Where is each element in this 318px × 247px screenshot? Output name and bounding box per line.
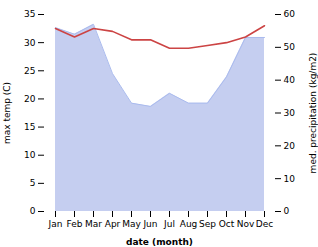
svg-text:10: 10	[284, 174, 296, 184]
svg-text:med. precipitation (kg/m2): med. precipitation (kg/m2)	[308, 53, 318, 174]
svg-text:20: 20	[284, 141, 296, 151]
svg-text:Jun: Jun	[142, 219, 157, 229]
svg-text:50: 50	[284, 42, 296, 52]
svg-text:20: 20	[24, 94, 36, 104]
svg-text:Apr: Apr	[105, 219, 121, 229]
svg-text:Mar: Mar	[85, 219, 102, 229]
svg-text:40: 40	[284, 75, 296, 85]
svg-text:Jan: Jan	[48, 219, 63, 229]
svg-text:60: 60	[284, 9, 296, 19]
svg-text:Nov: Nov	[237, 219, 255, 229]
svg-text:Sep: Sep	[199, 219, 216, 229]
svg-text:35: 35	[24, 9, 35, 19]
svg-text:15: 15	[24, 122, 35, 132]
svg-text:25: 25	[24, 66, 35, 76]
svg-text:30: 30	[284, 108, 296, 118]
svg-text:date (month): date (month)	[126, 237, 193, 247]
svg-text:Aug: Aug	[180, 219, 198, 229]
svg-text:30: 30	[24, 38, 36, 48]
svg-text:Dec: Dec	[256, 219, 273, 229]
svg-text:0: 0	[30, 206, 36, 216]
svg-text:0: 0	[284, 206, 290, 216]
svg-text:May: May	[122, 219, 141, 229]
svg-text:Jul: Jul	[163, 219, 175, 229]
svg-text:5: 5	[30, 178, 36, 188]
svg-text:Oct: Oct	[219, 219, 235, 229]
svg-text:Feb: Feb	[67, 219, 83, 229]
svg-text:10: 10	[24, 150, 36, 160]
svg-text:max temp (C): max temp (C)	[2, 82, 12, 144]
